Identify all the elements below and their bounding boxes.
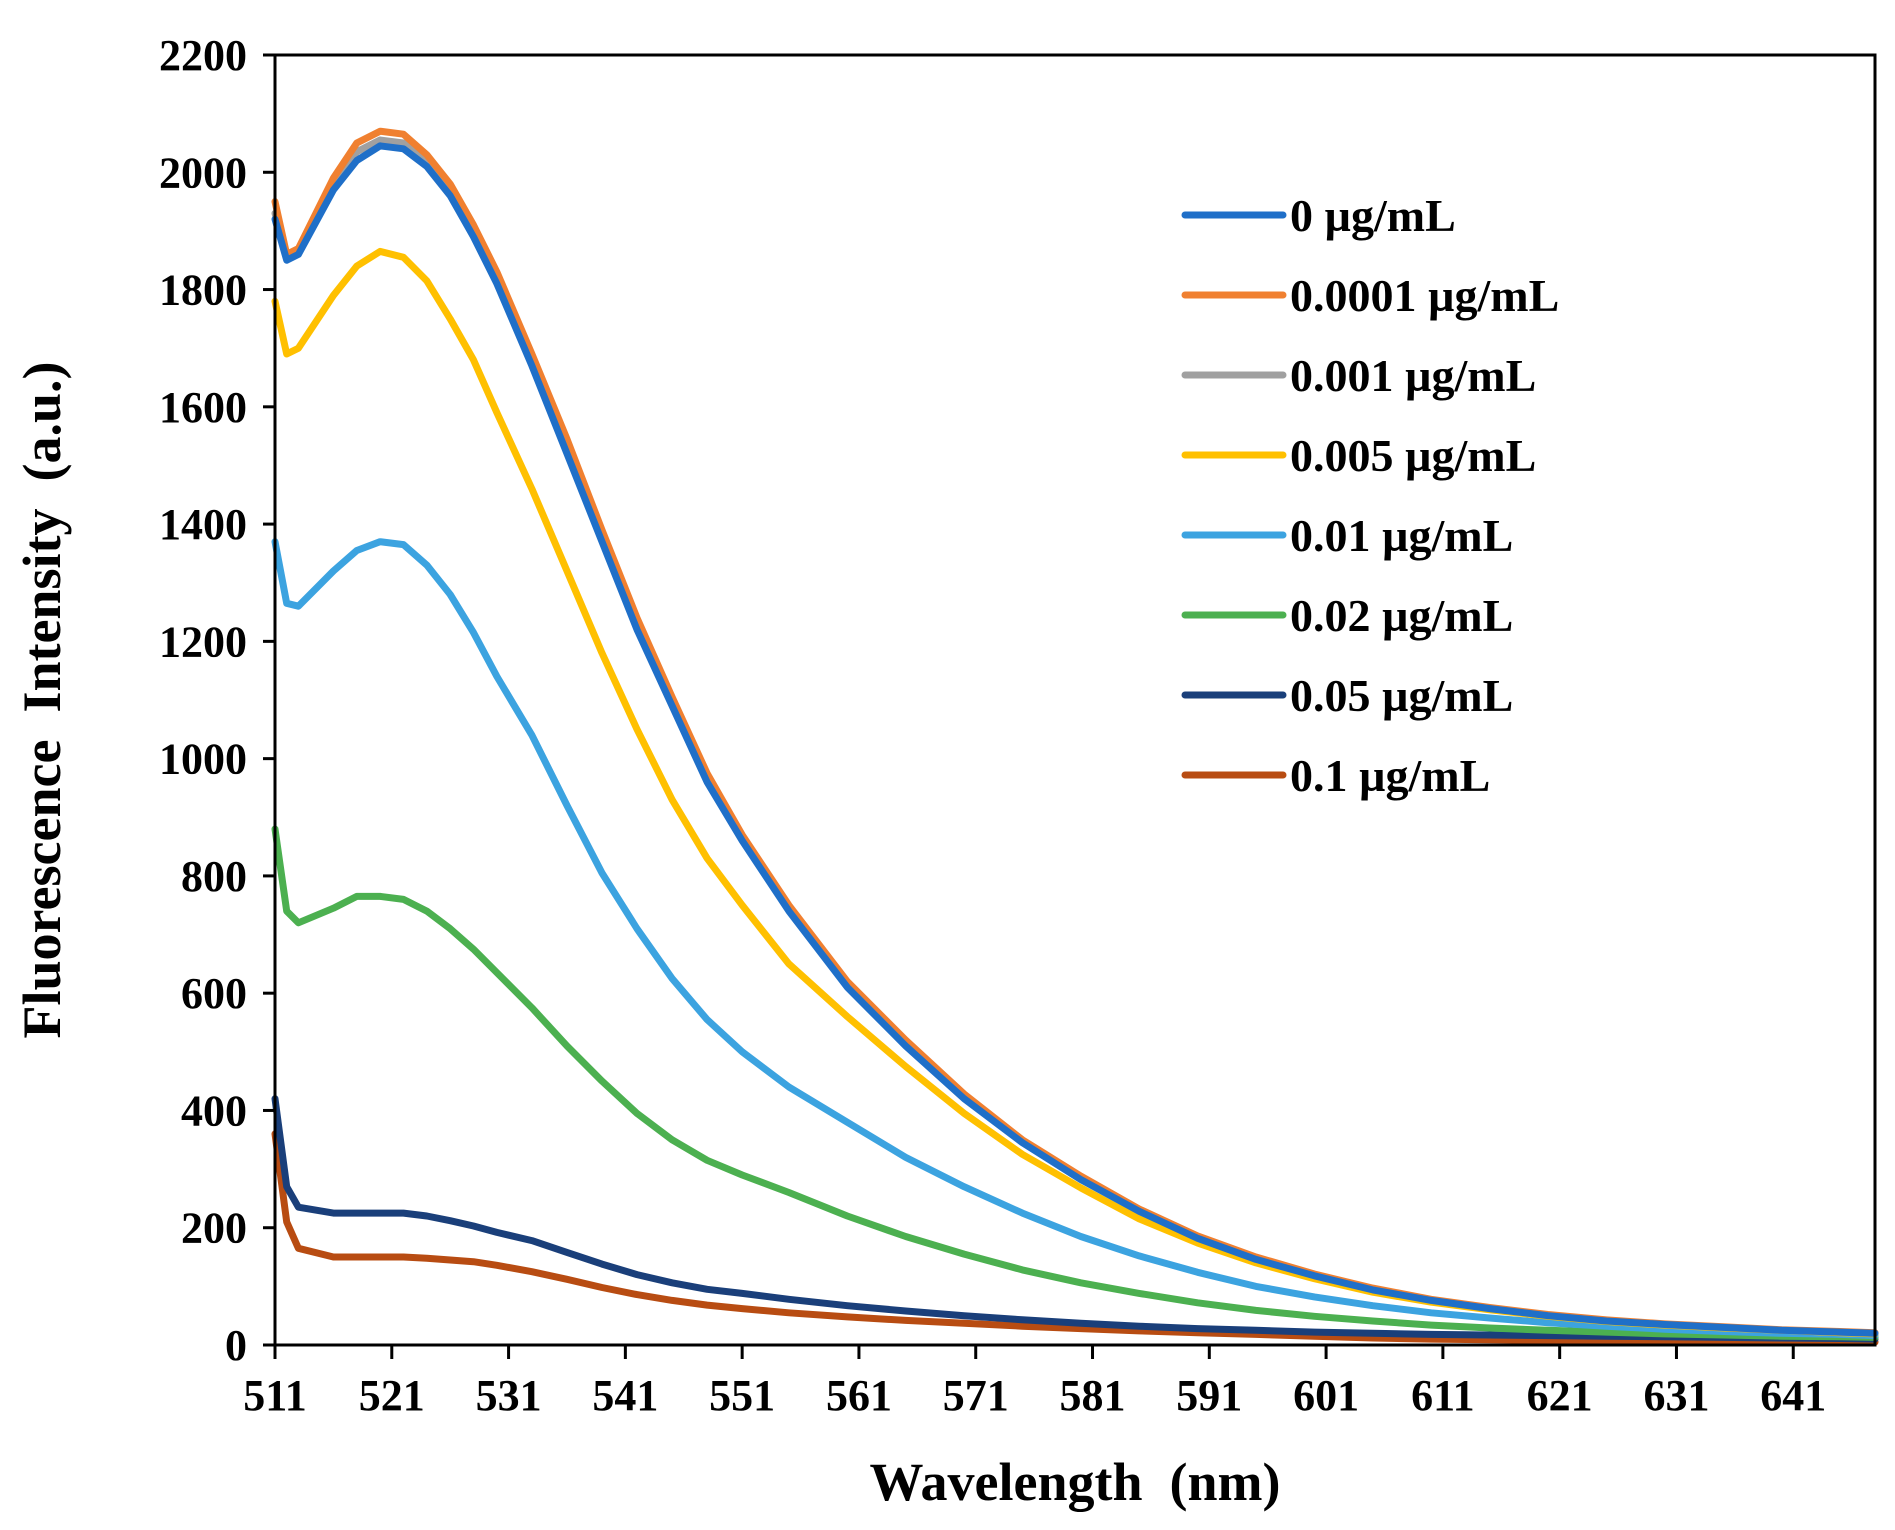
series-line-4 bbox=[271, 538, 1879, 1340]
x-tick-label: 531 bbox=[476, 1371, 542, 1420]
y-tick-label: 1600 bbox=[159, 383, 247, 432]
x-tick-label: 591 bbox=[1176, 1371, 1242, 1420]
y-tick-label: 2200 bbox=[159, 31, 247, 80]
x-tick-label: 641 bbox=[1760, 1371, 1826, 1420]
x-tick-label: 611 bbox=[1411, 1371, 1475, 1420]
y-tick-label: 1200 bbox=[159, 617, 247, 666]
legend-label-3: 0.005 µg/mL bbox=[1290, 430, 1536, 481]
series-line-0 bbox=[271, 142, 1879, 1337]
y-tick-label: 1800 bbox=[159, 266, 247, 315]
x-tick-label: 521 bbox=[359, 1371, 425, 1420]
legend: 0 µg/mL 0.0001 µg/mL 0.001 µg/mL 0.005 µg/m… bbox=[1181, 190, 1559, 801]
axis-layer: 0 200 400 600 800 1000 1200 1400 1600 1800 2000 220… bbox=[159, 31, 1826, 1420]
x-tick-label: 601 bbox=[1293, 1371, 1359, 1420]
legend-label-6: 0.05 µg/mL bbox=[1290, 670, 1513, 721]
y-tick-label: 200 bbox=[181, 1204, 247, 1253]
y-tick-label: 1000 bbox=[159, 735, 247, 784]
series-layer bbox=[271, 127, 1879, 1346]
x-axis-title: Wavelength (nm) bbox=[870, 1452, 1281, 1512]
x-tick-label: 621 bbox=[1527, 1371, 1593, 1420]
legend-label-4: 0.01 µg/mL bbox=[1290, 510, 1513, 561]
legend-label-7: 0.1 µg/mL bbox=[1290, 750, 1490, 801]
y-tick-label: 2000 bbox=[159, 148, 247, 197]
x-tick-label: 511 bbox=[243, 1371, 307, 1420]
plot-frame bbox=[273, 53, 1877, 1347]
legend-label-0: 0 µg/mL bbox=[1290, 190, 1456, 241]
x-tick-label: 571 bbox=[943, 1371, 1009, 1420]
y-tick-label: 600 bbox=[181, 969, 247, 1018]
series-line-5 bbox=[271, 825, 1879, 1341]
y-tick-label: 1400 bbox=[159, 500, 247, 549]
x-tick-label: 551 bbox=[709, 1371, 775, 1420]
x-tick-label: 581 bbox=[1060, 1371, 1126, 1420]
legend-label-5: 0.02 µg/mL bbox=[1290, 590, 1513, 641]
y-tick-label: 0 bbox=[225, 1321, 247, 1370]
series-line-7 bbox=[271, 1130, 1879, 1346]
legend-label-2: 0.001 µg/mL bbox=[1290, 350, 1536, 401]
x-tick-label: 561 bbox=[826, 1371, 892, 1420]
y-tick-label: 400 bbox=[181, 1086, 247, 1135]
y-axis-title: Fluorescence Intensity (a.u.) bbox=[12, 362, 72, 1039]
x-tick-label: 541 bbox=[592, 1371, 658, 1420]
y-tick-label: 800 bbox=[181, 852, 247, 901]
series-line-6 bbox=[271, 1095, 1879, 1343]
x-tick-label: 631 bbox=[1643, 1371, 1709, 1420]
legend-label-1: 0.0001 µg/mL bbox=[1290, 270, 1559, 321]
